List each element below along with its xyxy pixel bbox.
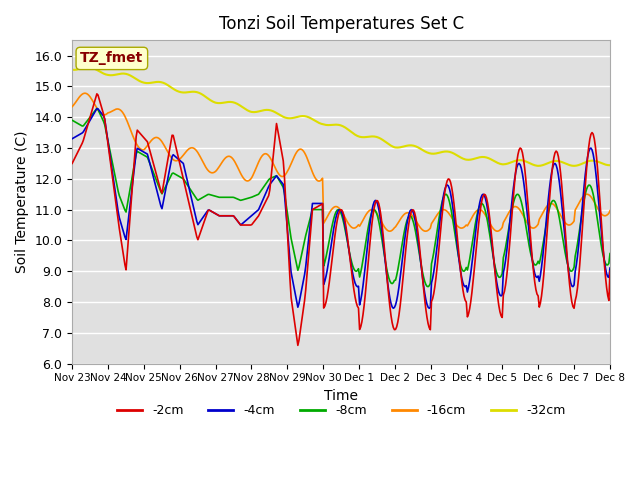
-4cm — [93, 106, 100, 111]
-8cm — [237, 197, 244, 203]
Legend: -2cm, -4cm, -8cm, -16cm, -32cm: -2cm, -4cm, -8cm, -16cm, -32cm — [112, 399, 570, 422]
-8cm — [396, 254, 404, 260]
-32cm — [84, 64, 92, 70]
-8cm — [371, 207, 378, 213]
-4cm — [68, 136, 76, 142]
-16cm — [559, 216, 566, 222]
-16cm — [81, 90, 88, 96]
Y-axis label: Soil Temperature (C): Soil Temperature (C) — [15, 131, 29, 273]
-8cm — [466, 256, 474, 262]
Line: -32cm: -32cm — [72, 67, 610, 166]
-8cm — [606, 251, 614, 256]
-32cm — [558, 159, 566, 165]
Line: -4cm: -4cm — [72, 108, 610, 308]
-16cm — [466, 219, 474, 225]
-16cm — [397, 215, 405, 221]
-32cm — [237, 103, 244, 109]
Line: -16cm: -16cm — [72, 93, 610, 231]
-16cm — [296, 146, 304, 152]
-4cm — [396, 276, 404, 282]
-2cm — [466, 306, 474, 312]
-2cm — [298, 322, 305, 327]
X-axis label: Time: Time — [324, 389, 358, 403]
-16cm — [386, 228, 394, 234]
-32cm — [396, 144, 404, 150]
-4cm — [559, 212, 566, 218]
-2cm — [68, 160, 76, 166]
-16cm — [237, 170, 244, 176]
-4cm — [466, 278, 474, 284]
-32cm — [296, 113, 304, 119]
-2cm — [559, 195, 566, 201]
-32cm — [465, 157, 472, 163]
-8cm — [93, 106, 100, 111]
-16cm — [606, 208, 614, 214]
Line: -8cm: -8cm — [72, 108, 610, 287]
-2cm — [397, 294, 405, 300]
-8cm — [559, 236, 566, 242]
-32cm — [371, 133, 378, 139]
-2cm — [606, 268, 614, 274]
-2cm — [371, 200, 379, 206]
-32cm — [570, 163, 578, 169]
-8cm — [68, 118, 76, 123]
-32cm — [68, 67, 76, 72]
-16cm — [68, 104, 76, 109]
-32cm — [606, 162, 614, 168]
-8cm — [424, 284, 432, 289]
-4cm — [296, 295, 304, 300]
-4cm — [237, 222, 244, 228]
Line: -2cm: -2cm — [72, 94, 610, 345]
Text: TZ_fmet: TZ_fmet — [80, 51, 143, 65]
-2cm — [237, 222, 244, 228]
-2cm — [93, 91, 100, 97]
-8cm — [296, 259, 304, 264]
-16cm — [371, 208, 378, 214]
-4cm — [371, 199, 378, 204]
-4cm — [606, 265, 614, 271]
-2cm — [294, 342, 301, 348]
-4cm — [426, 305, 433, 311]
Title: Tonzi Soil Temperatures Set C: Tonzi Soil Temperatures Set C — [218, 15, 463, 33]
